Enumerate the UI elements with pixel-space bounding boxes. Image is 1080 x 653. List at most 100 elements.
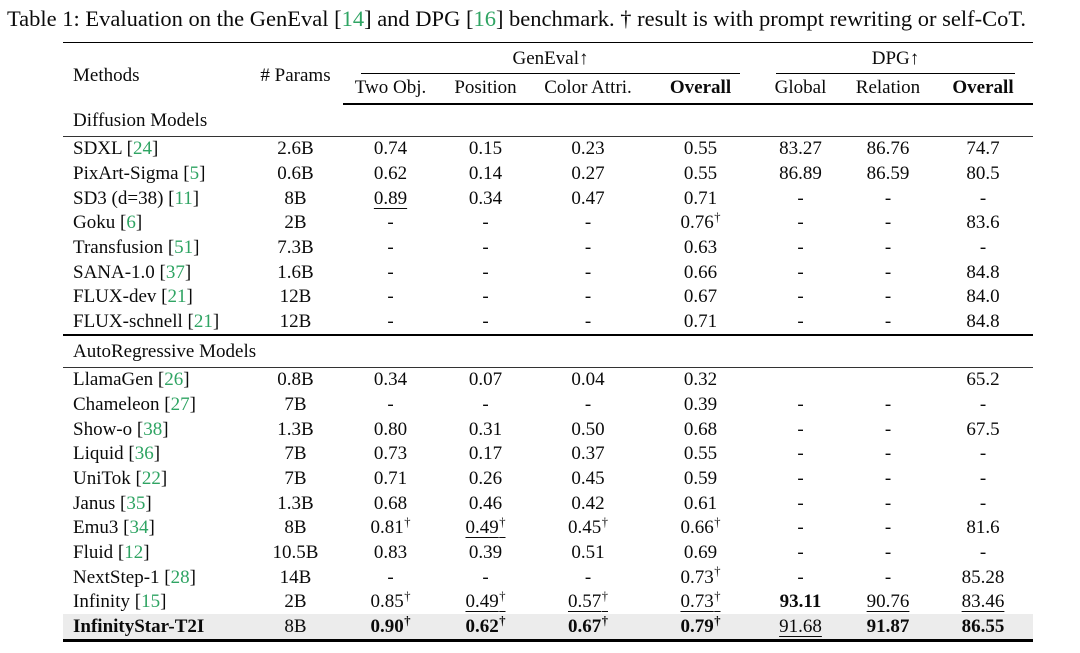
value-cell: 0.79† xyxy=(680,613,721,637)
value-cell: - xyxy=(797,492,804,514)
value-cell: 0.17 xyxy=(468,443,503,465)
value-cell: 0.80 xyxy=(373,418,408,440)
results-table: Methods # Params GenEval↑ DPG↑ Two Obj. P… xyxy=(63,41,1033,642)
value-cell: - xyxy=(979,443,987,465)
value-cell: 0.85† xyxy=(370,588,411,613)
citation-link[interactable]: 21 xyxy=(193,310,213,332)
value-cell: - xyxy=(884,492,892,514)
method-cell: Emu3 [34] xyxy=(73,517,155,539)
value-cell: 0.27 xyxy=(571,163,605,185)
value-cell xyxy=(758,367,843,392)
citation-link[interactable]: 35 xyxy=(126,492,146,514)
method-cell: InfinityStar-T2I xyxy=(73,615,205,637)
citation-link[interactable]: 24 xyxy=(133,138,152,160)
value-cell: - xyxy=(884,467,892,489)
caption-text: ] and DPG [ xyxy=(364,6,474,31)
value-cell: - xyxy=(979,541,987,563)
table-row: Chameleon [27] 7B - - - 0.39 - - - xyxy=(63,392,1033,417)
method-cell: SD3 (d=38) [11] xyxy=(73,187,200,209)
table-row: Fluid [12] 10.5B 0.83 0.39 0.51 0.69 - - - xyxy=(63,540,1033,565)
params-cell: 1.3B xyxy=(277,492,314,514)
value-cell: 0.66 xyxy=(683,261,718,283)
citation-link[interactable]: 36 xyxy=(134,443,154,465)
dagger-mark: † xyxy=(601,613,608,628)
value-cell: - xyxy=(797,261,804,283)
caption-text: Table 1: Evaluation on the GenEval [ xyxy=(7,6,342,31)
caption-text-citation: 16 xyxy=(473,6,496,31)
citation-link[interactable]: 5 xyxy=(189,163,200,185)
value-cell: - xyxy=(797,187,804,209)
section-title: AutoRegressive Models xyxy=(63,334,1033,368)
value-cell: - xyxy=(797,418,804,440)
method-cell: Chameleon [27] xyxy=(73,393,196,415)
table-row: Show-o [38] 1.3B 0.80 0.31 0.50 0.68 - - 67.5 xyxy=(63,417,1033,442)
value-cell: 90.76 xyxy=(866,591,910,613)
dagger-mark: † xyxy=(404,514,411,529)
value-cell: - xyxy=(797,467,804,489)
table-row: LlamaGen [26] 0.8B 0.34 0.07 0.04 0.32 65.2 xyxy=(63,367,1033,392)
value-cell: 74.7 xyxy=(966,138,1000,160)
value-cell: 0.50 xyxy=(571,418,605,440)
params-cell: 1.6B xyxy=(277,261,314,283)
citation-link[interactable]: 28 xyxy=(170,566,190,588)
citation-link[interactable]: 22 xyxy=(141,467,161,489)
citation-link[interactable]: 51 xyxy=(174,236,194,258)
citation-link[interactable]: 15 xyxy=(141,591,161,613)
params-cell: 0.8B xyxy=(277,369,314,391)
table-row: NextStep-1 [28] 14B - - - 0.73† - - 85.28 xyxy=(63,565,1033,590)
value-cell: 0.34 xyxy=(373,369,408,391)
params-cell: 7B xyxy=(284,393,307,415)
value-cell: - xyxy=(584,212,592,234)
method-cell: Goku [6] xyxy=(73,212,143,234)
value-cell: 0.51 xyxy=(571,541,605,563)
value-cell: 0.04 xyxy=(571,369,605,391)
value-cell: 0.15 xyxy=(468,138,503,160)
value-cell: - xyxy=(482,212,489,234)
citation-link[interactable]: 34 xyxy=(129,517,149,539)
col-header-position: Position xyxy=(438,73,533,106)
method-cell: Transfusion [51] xyxy=(73,236,200,258)
value-cell: - xyxy=(884,286,892,308)
dagger-mark: † xyxy=(714,613,721,628)
caption-text-citation: 14 xyxy=(341,6,365,31)
value-cell: 0.07 xyxy=(468,369,503,391)
value-cell: 93.11 xyxy=(779,591,822,613)
method-cell: FLUX-dev [21] xyxy=(73,286,193,308)
table-row: Infinity [15] 2B 0.85† 0.49† 0.57† 0.73† 93.11… xyxy=(63,590,1033,615)
value-cell: - xyxy=(797,517,804,539)
citation-link[interactable]: 38 xyxy=(143,418,163,440)
method-cell: SANA-1.0 [37] xyxy=(73,261,192,283)
value-cell: 0.49† xyxy=(465,514,506,539)
citation-link[interactable]: 6 xyxy=(126,212,136,234)
citation-link[interactable]: 12 xyxy=(124,541,144,563)
value-cell: - xyxy=(884,393,892,415)
value-cell: - xyxy=(387,566,394,588)
value-cell: - xyxy=(584,566,592,588)
value-cell: - xyxy=(884,541,892,563)
value-cell: 0.57† xyxy=(567,588,608,613)
value-cell: - xyxy=(387,310,394,332)
citation-link[interactable]: 37 xyxy=(165,261,185,283)
value-cell: - xyxy=(884,261,892,283)
value-cell: 83.46 xyxy=(961,591,1005,613)
value-cell: 0.39 xyxy=(683,393,718,415)
citation-link[interactable]: 26 xyxy=(164,369,184,391)
section-header-row: Diffusion Models xyxy=(63,104,1033,137)
value-cell: 0.55 xyxy=(683,138,718,160)
value-cell: - xyxy=(482,566,489,588)
value-cell: - xyxy=(884,418,892,440)
table-row: SD3 (d=38) [11] 8B 0.89 0.34 0.47 0.71 - - - xyxy=(63,186,1033,211)
dagger-mark: † xyxy=(601,588,608,603)
method-cell: Show-o [38] xyxy=(73,418,169,440)
method-cell: Infinity [15] xyxy=(73,591,167,613)
dagger-mark: † xyxy=(499,613,506,628)
method-cell: Janus [35] xyxy=(73,492,152,514)
col-group-geneval: GenEval↑ xyxy=(343,42,758,74)
citation-link[interactable]: 11 xyxy=(174,187,193,209)
citation-link[interactable]: 21 xyxy=(167,286,187,308)
value-cell: 0.89 xyxy=(373,187,408,209)
value-cell: - xyxy=(482,261,489,283)
value-cell: 0.66† xyxy=(680,514,721,539)
value-cell: 0.67 xyxy=(683,286,718,308)
citation-link[interactable]: 27 xyxy=(170,393,190,415)
